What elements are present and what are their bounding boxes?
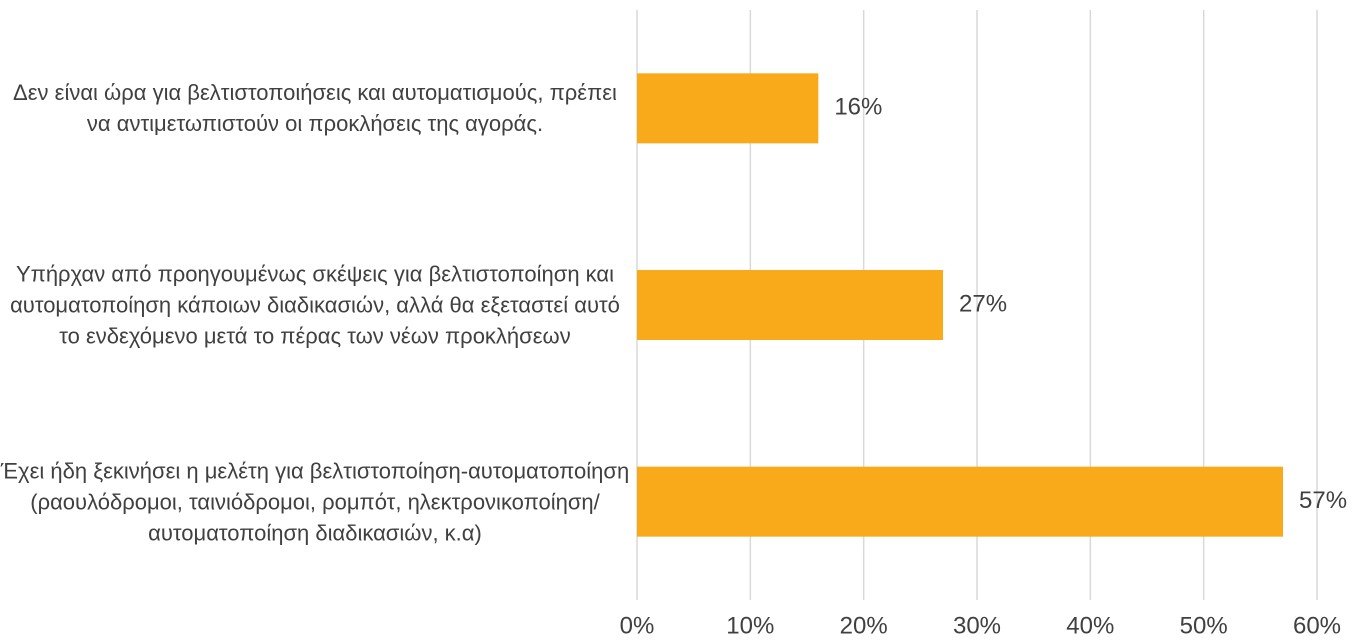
x-tick-label: 50% [1180, 612, 1228, 639]
category-label: Έχει ήδη ξεκινήσει η μελέτη για βελτιστο… [0, 458, 630, 546]
value-label: 57% [1299, 487, 1347, 514]
x-tick-label: 60% [1293, 612, 1341, 639]
bar [637, 466, 1283, 537]
x-tick-label: 30% [953, 612, 1001, 639]
x-tick-label: 20% [840, 612, 888, 639]
x-tick-label: 40% [1066, 612, 1114, 639]
value-label: 27% [959, 290, 1007, 317]
category-label: Υπήρχαν από προηγουμένως σκέψεις για βελ… [10, 261, 620, 349]
x-tick-label: 0% [620, 612, 655, 639]
bar [637, 73, 819, 144]
x-tick-label: 10% [726, 612, 774, 639]
bar [637, 270, 943, 340]
value-label: 16% [834, 94, 882, 121]
category-label: Δεν είναι ώρα για βελτιστοποιήσεις και α… [13, 80, 617, 137]
